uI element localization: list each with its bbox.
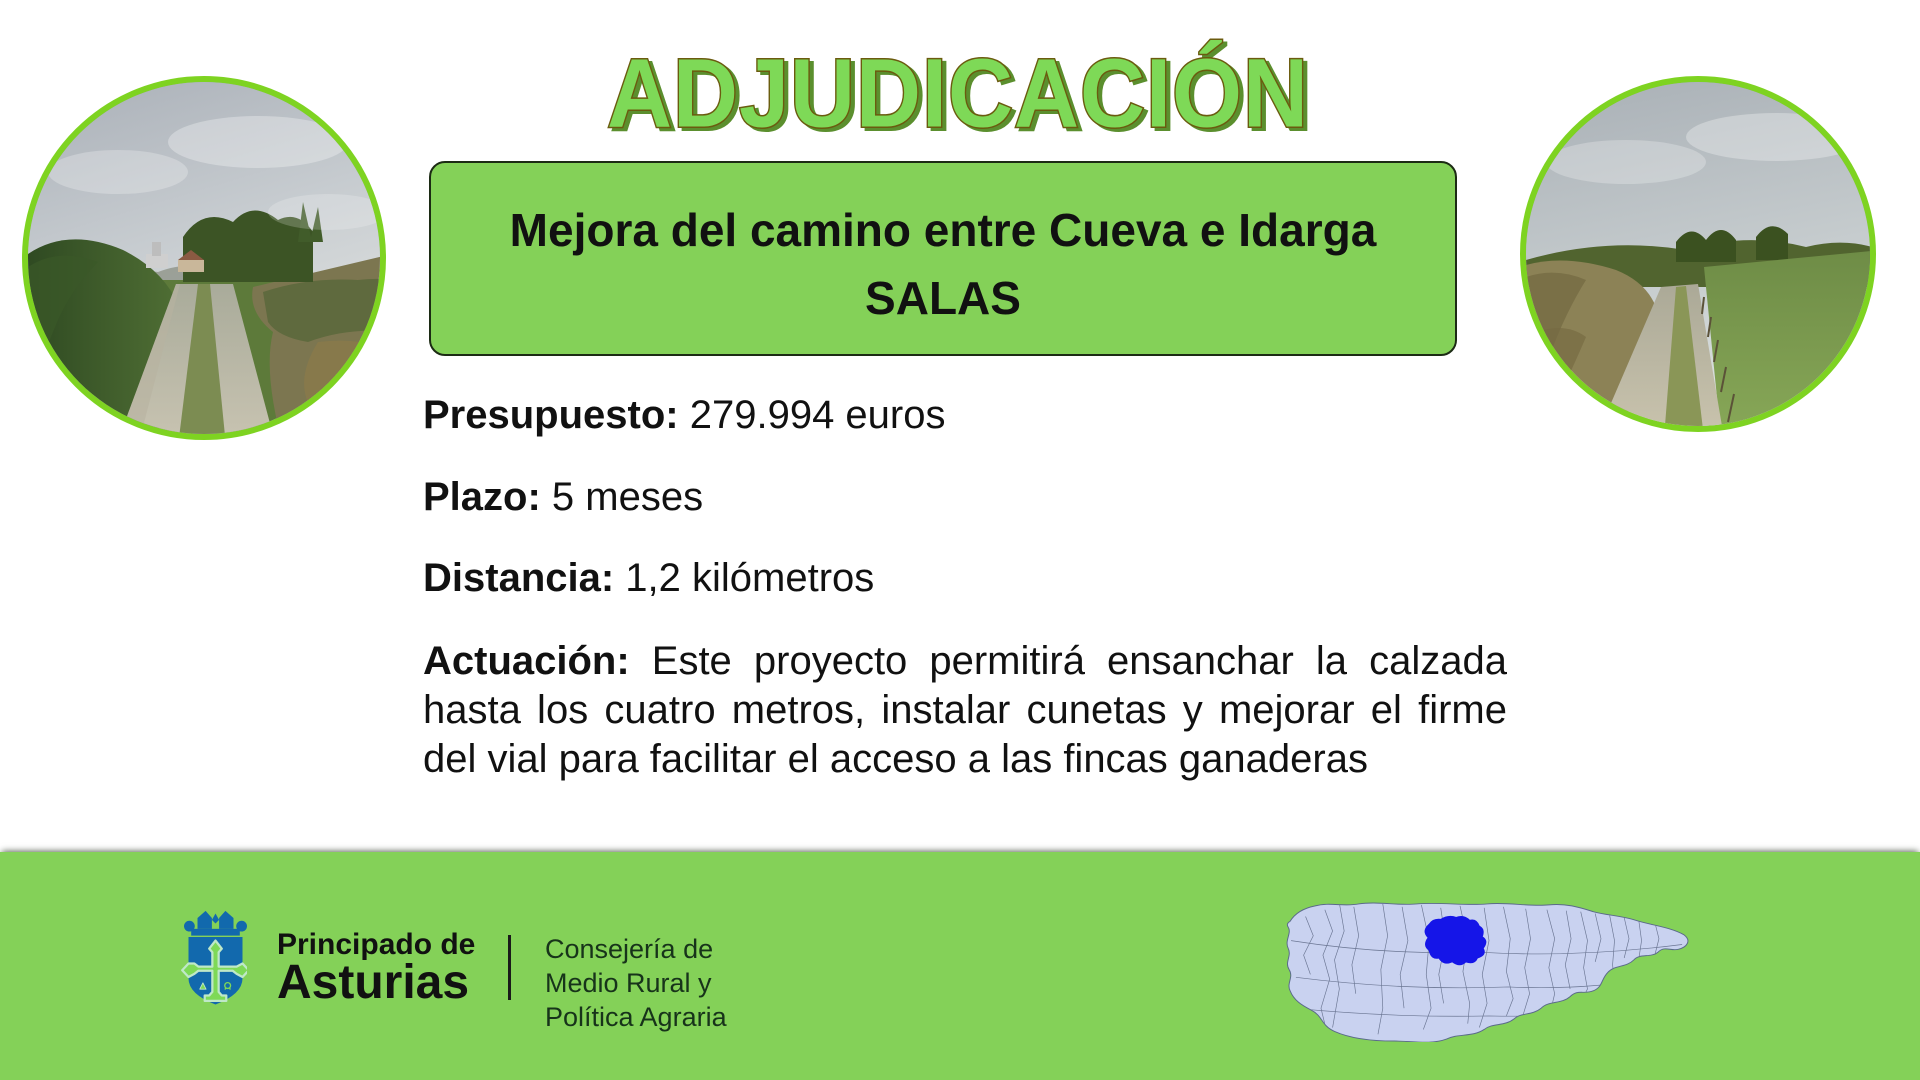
svg-text:ADJUDICACIÓN: ADJUDICACIÓN <box>607 38 1309 147</box>
